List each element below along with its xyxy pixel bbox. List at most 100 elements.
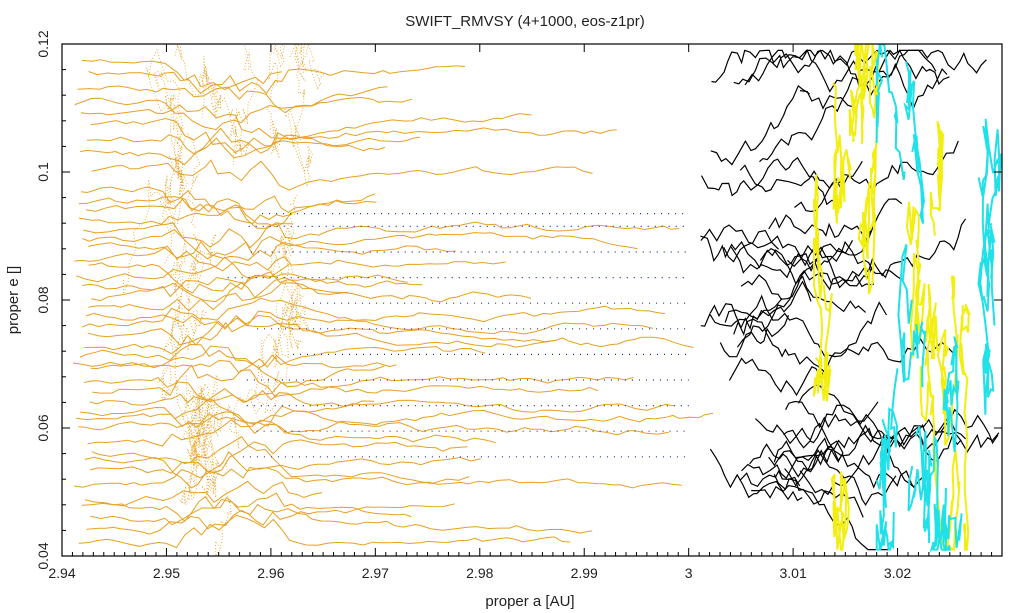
y-tick-label: 0.12 xyxy=(35,30,51,57)
orange-trajectory xyxy=(76,409,714,434)
orange-trajectory xyxy=(74,96,413,131)
orange-trajectory xyxy=(91,282,532,303)
y-tick-label: 0.06 xyxy=(35,414,51,441)
black-trajectory xyxy=(794,160,863,213)
orange-trajectory xyxy=(72,345,385,388)
yellow-trajectory xyxy=(831,82,852,224)
cyan-trajectory xyxy=(907,430,933,544)
yellow-trajectory xyxy=(813,174,824,387)
orange-trajectory xyxy=(80,186,376,213)
orange-dotted-trajectory xyxy=(233,44,259,165)
orange-trajectory xyxy=(78,405,669,436)
orange-trajectory xyxy=(82,228,638,260)
x-tick-label: 2.97 xyxy=(362,565,389,581)
yellow-trajectory xyxy=(813,285,833,402)
x-tick-label: 2.94 xyxy=(48,565,75,581)
orange-trajectory xyxy=(88,65,466,95)
black-trajectory xyxy=(730,243,875,289)
orange-trajectory xyxy=(86,198,292,224)
x-tick-label: 2.99 xyxy=(571,565,598,581)
black-trajectory xyxy=(768,198,903,243)
orange-trajectory xyxy=(74,245,506,272)
black-trajectory xyxy=(736,218,967,348)
orange-trajectory xyxy=(77,85,388,114)
black-trajectory xyxy=(740,257,904,300)
black-trajectory xyxy=(783,404,926,488)
orange-trajectory xyxy=(91,159,593,191)
orange-trajectory xyxy=(88,240,456,261)
yellow-trajectory xyxy=(830,471,850,551)
orange-dotted-trajectory xyxy=(157,313,191,403)
x-tick-label: 3.01 xyxy=(779,565,806,581)
x-axis: 2.94 2.95 2.96 2.97 2.98 2.99 3 3.01 3.02 xyxy=(48,44,993,581)
x-tick-label: 3.02 xyxy=(884,565,911,581)
orange-trajectory xyxy=(79,343,486,369)
orange-dotted-trajectory xyxy=(279,283,310,330)
yellow-trajectory xyxy=(851,44,871,144)
y-tick-label: 0.04 xyxy=(35,542,51,569)
orange-trajectory xyxy=(90,354,397,374)
black-trajectory xyxy=(759,230,872,267)
black-trajectory xyxy=(739,469,801,488)
orange-dotted-trajectory xyxy=(170,283,219,468)
y-axis-label: proper e [] xyxy=(5,266,22,334)
orange-dotted-trajectory xyxy=(283,244,304,350)
yellow-trajectory xyxy=(919,283,939,424)
x-tick-label: 2.95 xyxy=(153,565,180,581)
orange-dotted-trajectory xyxy=(265,44,286,159)
cyan-trajectory xyxy=(977,118,1002,297)
orange-trajectory xyxy=(85,305,666,330)
orange-trajectory xyxy=(84,317,694,355)
black-trajectory xyxy=(733,318,826,373)
orange-dotted-trajectory xyxy=(152,70,186,196)
orange-trajectory xyxy=(76,256,408,284)
cyan-trajectory xyxy=(977,125,996,326)
series-layer xyxy=(72,44,1002,556)
orange-trajectory xyxy=(87,314,556,346)
black-trajectory xyxy=(773,440,897,506)
orange-trajectory xyxy=(91,439,468,475)
orange-trajectory xyxy=(78,196,377,228)
yellow-trajectory xyxy=(929,121,945,236)
plot-area xyxy=(72,44,1002,556)
black-trajectory xyxy=(709,280,812,331)
y-tick-label: 0.1 xyxy=(35,162,51,182)
black-trajectory xyxy=(700,156,845,206)
black-trajectory xyxy=(787,240,854,272)
black-trajectory xyxy=(759,49,937,163)
cyan-trajectory xyxy=(897,244,927,388)
orange-trajectory xyxy=(81,297,654,335)
orange-trajectory xyxy=(87,419,496,447)
orange-dotted-trajectory xyxy=(182,375,213,457)
black-trajectory xyxy=(719,314,790,358)
black-trajectory xyxy=(785,400,879,429)
black-trajectory xyxy=(711,49,950,86)
orange-trajectory xyxy=(86,503,593,535)
orange-trajectory xyxy=(78,514,571,549)
orange-dotted-trajectory xyxy=(146,48,184,169)
orange-dotted-trajectory xyxy=(212,487,232,556)
orange-dotted-trajectory xyxy=(260,195,297,366)
orange-trajectory xyxy=(78,206,294,229)
yellow-trajectory xyxy=(958,303,971,551)
orange-dotted-trajectory xyxy=(227,364,288,450)
black-trajectory xyxy=(744,48,948,111)
black-trajectory xyxy=(799,90,855,110)
orange-trajectory xyxy=(89,436,470,485)
orange-trajectory xyxy=(73,451,682,489)
orange-trajectory xyxy=(88,277,349,312)
yellow-trajectory xyxy=(936,274,959,446)
orange-trajectory xyxy=(82,273,423,298)
cyan-trajectory xyxy=(979,227,995,415)
cyan-trajectory xyxy=(875,44,906,180)
orange-dotted-trajectory xyxy=(123,166,188,295)
orange-trajectory xyxy=(84,364,634,398)
cyan-trajectory xyxy=(903,61,926,224)
y-tick-label: 0.08 xyxy=(35,286,51,313)
cyan-trajectory xyxy=(939,487,963,552)
orange-dotted-trajectory xyxy=(182,407,214,501)
cyan-trajectory xyxy=(942,336,960,452)
orange-trajectory xyxy=(84,456,481,489)
orange-trajectory xyxy=(89,393,375,425)
